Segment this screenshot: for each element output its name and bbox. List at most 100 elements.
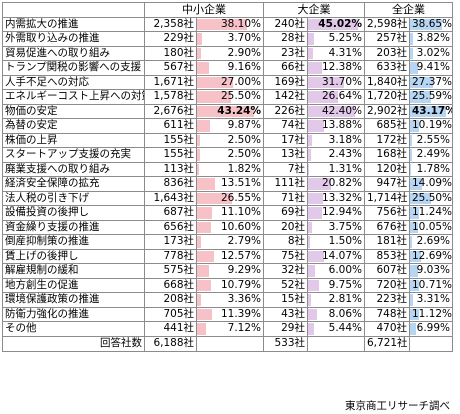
large-percent-bar — [308, 120, 324, 132]
all-percent-text: 3.82% — [416, 32, 450, 45]
large-percent-bar — [308, 207, 323, 219]
sme-percent: 43.24% — [196, 103, 264, 119]
large-count: 15社 — [263, 292, 308, 308]
sme-count: 208社 — [144, 292, 197, 308]
large-count: 75社 — [263, 248, 308, 264]
all-percent-bar — [410, 308, 420, 320]
large-percent: 12.38% — [307, 60, 365, 76]
all-percent-bar — [410, 33, 414, 45]
all-count: 720社 — [364, 277, 410, 293]
large-percent-bar — [308, 308, 318, 320]
sme-percent-bar — [197, 294, 202, 306]
sme-percent-text: 2.50% — [227, 148, 261, 161]
large-count: 43社 — [263, 306, 308, 322]
sme-count: 113社 — [144, 161, 197, 177]
large-percent-text: 5.44% — [328, 322, 362, 335]
sme-percent-bar — [197, 120, 211, 132]
sme-percent-bar — [197, 178, 215, 190]
sme-count: 656社 — [144, 219, 197, 235]
row-label: 内需拡大の推進 — [2, 16, 145, 32]
table-row: その他 441社 7.12% 29社 5.44% 470社 6.99% — [2, 321, 453, 337]
all-percent: 25.50% — [409, 190, 453, 206]
all-percent: 25.59% — [409, 89, 453, 105]
large-count: 13社 — [263, 147, 308, 163]
all-percent-text: 10.71% — [412, 278, 453, 291]
table-body: 内需拡大の推進 2,358社 38.10% 240社 45.02% 2,598社 38.65… — [2, 16, 453, 352]
sme-percent: 11.39% — [196, 306, 264, 322]
large-percent: 3.75% — [307, 219, 365, 235]
sme-percent: 25.50% — [196, 89, 264, 105]
table-row: 貿易促進への取り組み 180社 2.90% 23社 4.31% 203社 3.02% — [2, 45, 453, 61]
large-percent-text: 4.31% — [328, 46, 362, 59]
all-count: 607社 — [364, 263, 410, 279]
table-row: トランプ関税の影響への支援 567社 9.16% 66社 12.38% 633社 9.41% — [2, 60, 453, 76]
sme-percent-text: 11.10% — [220, 206, 261, 219]
large-percent-text: 26.64% — [321, 90, 362, 103]
sme-percent-text: 1.82% — [227, 162, 261, 175]
all-percent-bar — [410, 250, 421, 262]
all-count: 1,714社 — [364, 190, 410, 206]
table-row: 防衛力強化の推進 705社 11.39% 43社 8.06% 748社 11.12% — [2, 306, 453, 322]
large-percent-bar — [308, 47, 313, 59]
all-count: 257社 — [364, 31, 410, 47]
large-percent: 3.18% — [307, 132, 365, 148]
large-percent-text: 20.82% — [321, 177, 362, 190]
large-percent-bar — [308, 33, 314, 45]
all-count: 203社 — [364, 45, 410, 61]
table-row: スタートアップ支援の充実 155社 2.50% 13社 2.43% 168社 2.49% — [2, 147, 453, 163]
sme-percent-bar — [197, 62, 210, 74]
sme-percent-text: 10.60% — [220, 220, 261, 233]
row-label: 経済安全保障の拡充 — [2, 176, 145, 192]
sme-count: 1,643社 — [144, 190, 197, 206]
large-percent-bar — [308, 62, 322, 74]
sme-percent-text: 27.00% — [220, 75, 261, 88]
sme-percent: 9.16% — [196, 60, 264, 76]
all-percent-text: 25.50% — [412, 191, 453, 204]
large-percent-text: 3.75% — [328, 220, 362, 233]
all-percent: 6.99% — [409, 321, 453, 337]
large-percent-text: 42.40% — [321, 104, 362, 117]
all-count: 470社 — [364, 321, 410, 337]
sme-percent-text: 9.29% — [227, 264, 261, 277]
large-percent-bar — [308, 250, 324, 262]
table-row: 地方創生の促進 668社 10.79% 52社 9.75% 720社 10.71% — [2, 277, 453, 293]
all-percent: 14.09% — [409, 176, 453, 192]
large-percent-bar — [308, 91, 338, 103]
large-percent-bar — [308, 134, 312, 146]
sme-percent-bar — [197, 308, 213, 320]
all-percent-bar — [410, 47, 413, 59]
large-percent: 2.43% — [307, 147, 365, 163]
table-row: 設備投資の後押し 687社 11.10% 69社 12.94% 756社 11.24% — [2, 205, 453, 221]
all-percent-bar — [410, 323, 416, 335]
all-percent-bar — [410, 207, 420, 219]
table-row: 株価の上昇 155社 2.50% 17社 3.18% 172社 2.55% — [2, 132, 453, 148]
all-percent-text: 10.05% — [412, 220, 453, 233]
sme-percent-bar — [197, 18, 248, 30]
sme-percent-text: 3.36% — [227, 293, 261, 306]
table-row: 法人税の引き下げ 1,643社 26.55% 71社 13.32% 1,714社 25.50… — [2, 190, 453, 206]
large-count: 111社 — [263, 176, 308, 192]
sme-percent-text: 2.50% — [227, 133, 261, 146]
large-percent-text: 12.38% — [321, 61, 362, 74]
large-count: 69社 — [263, 205, 308, 221]
row-label: 環境保護政策の推進 — [2, 292, 145, 308]
large-count: 169社 — [263, 74, 308, 90]
large-percent: 20.82% — [307, 176, 365, 192]
large-percent: 8.06% — [307, 306, 365, 322]
all-count: 223社 — [364, 292, 410, 308]
large-percent-text: 5.25% — [328, 32, 362, 45]
sme-percent-bar — [197, 105, 255, 117]
sme-percent-text: 12.57% — [220, 249, 261, 262]
sme-percent-text: 3.70% — [227, 32, 261, 45]
all-percent-text: 38.65% — [412, 17, 453, 30]
large-count: 28社 — [263, 31, 308, 47]
all-percent-bar — [410, 294, 413, 306]
sme-count: 155社 — [144, 132, 197, 148]
sme-percent-bar — [197, 265, 210, 277]
sme-percent: 9.87% — [196, 118, 264, 134]
large-percent-bar — [308, 149, 311, 161]
table-row: 内需拡大の推進 2,358社 38.10% 240社 45.02% 2,598社 38.65… — [2, 16, 453, 32]
large-percent: 4.31% — [307, 45, 365, 61]
all-count: 633社 — [364, 60, 410, 76]
sme-percent-bar — [197, 279, 212, 291]
